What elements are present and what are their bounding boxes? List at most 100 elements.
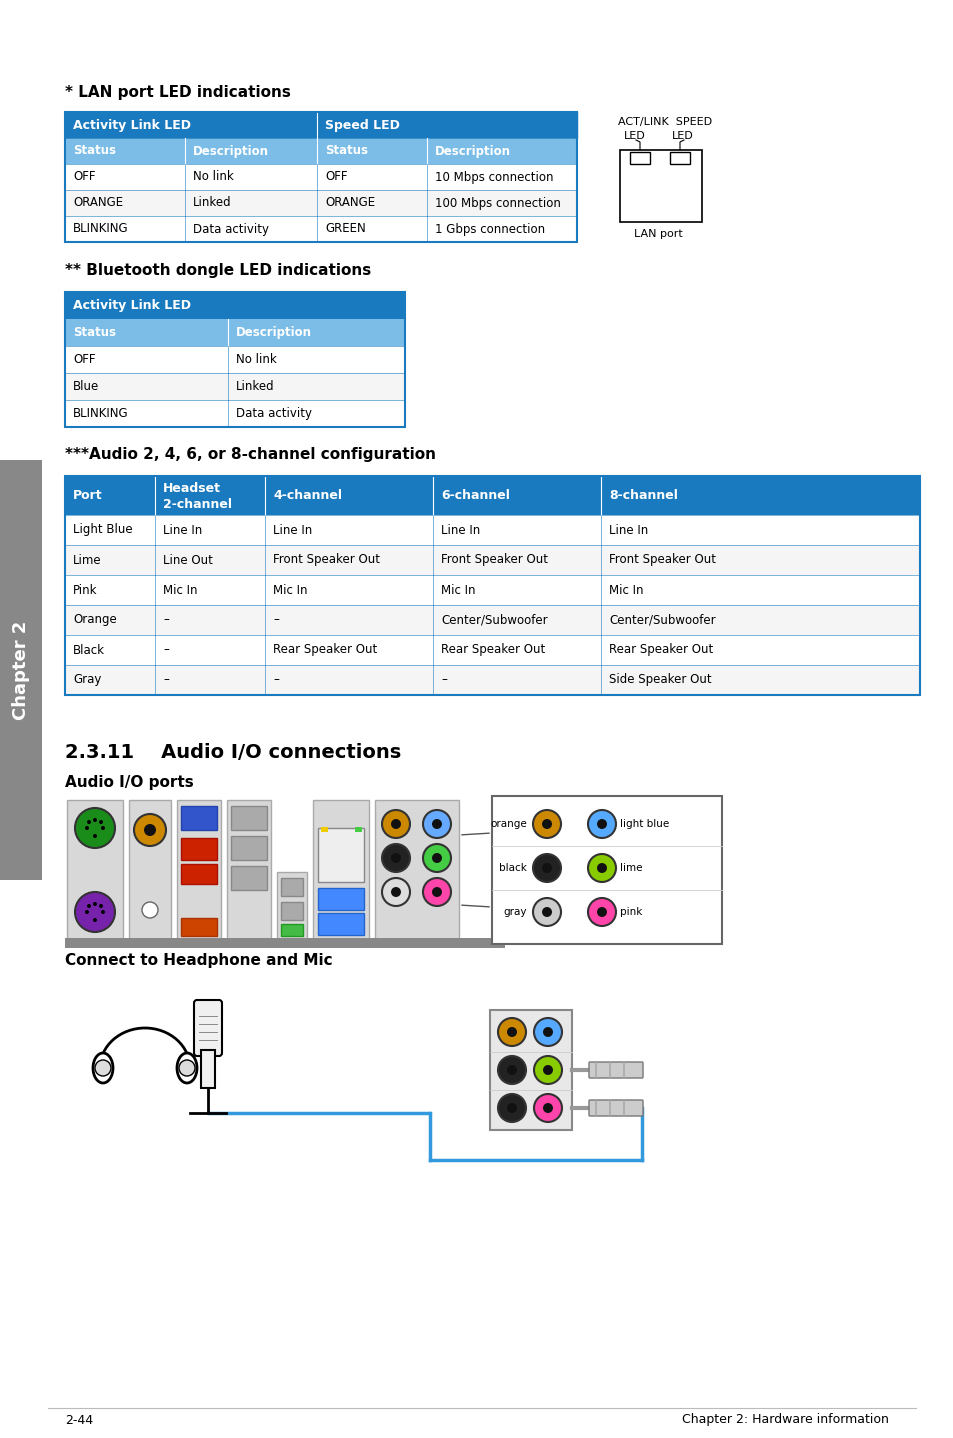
Circle shape <box>92 902 97 906</box>
Text: * LAN port LED indications: * LAN port LED indications <box>65 85 291 99</box>
Text: gray: gray <box>503 907 526 917</box>
Bar <box>65 545 919 575</box>
Bar <box>492 797 721 943</box>
Circle shape <box>587 897 616 926</box>
Bar <box>65 372 405 400</box>
Circle shape <box>597 820 606 828</box>
Text: 6-channel: 6-channel <box>440 489 509 502</box>
Circle shape <box>133 814 166 846</box>
Text: Description: Description <box>193 144 269 158</box>
Text: Linked: Linked <box>193 197 232 210</box>
Circle shape <box>391 820 400 828</box>
FancyBboxPatch shape <box>588 1063 642 1078</box>
Text: Data activity: Data activity <box>193 223 269 236</box>
Text: –: – <box>163 643 169 657</box>
Ellipse shape <box>92 1053 112 1083</box>
Bar <box>65 515 919 545</box>
Text: Pink: Pink <box>73 584 97 597</box>
Text: –: – <box>163 614 169 627</box>
Text: 10 Mbps connection: 10 Mbps connection <box>435 171 553 184</box>
Circle shape <box>587 810 616 838</box>
Circle shape <box>92 834 97 838</box>
Text: pink: pink <box>619 907 641 917</box>
Text: Lime: Lime <box>73 554 102 567</box>
Circle shape <box>95 1060 111 1076</box>
Bar <box>65 636 919 664</box>
Bar <box>65 190 577 216</box>
Text: Light Blue: Light Blue <box>73 523 132 536</box>
Bar <box>67 800 123 940</box>
Text: Front Speaker Out: Front Speaker Out <box>273 554 379 567</box>
Circle shape <box>533 854 560 881</box>
Text: Mic In: Mic In <box>440 584 475 597</box>
Circle shape <box>534 1018 561 1045</box>
Bar <box>276 871 307 940</box>
Circle shape <box>541 820 552 828</box>
Text: Chapter 2: Hardware information: Chapter 2: Hardware information <box>681 1414 888 1426</box>
Circle shape <box>391 887 400 897</box>
Text: Side Speaker Out: Side Speaker Out <box>608 673 711 686</box>
Circle shape <box>506 1103 517 1113</box>
Text: ORANGE: ORANGE <box>325 197 375 210</box>
Text: Chapter 2: Chapter 2 <box>12 620 30 719</box>
Bar <box>355 827 361 833</box>
Circle shape <box>533 810 560 838</box>
Circle shape <box>597 863 606 873</box>
Text: BLINKING: BLINKING <box>73 407 129 420</box>
Circle shape <box>99 820 103 824</box>
Bar <box>201 1050 214 1089</box>
Circle shape <box>92 818 97 823</box>
Bar <box>231 866 267 890</box>
Bar <box>65 112 577 138</box>
Text: Port: Port <box>73 489 103 502</box>
Bar <box>65 164 577 190</box>
Text: orange: orange <box>490 820 526 828</box>
Bar <box>65 372 405 400</box>
Bar <box>619 150 701 221</box>
Text: 100 Mbps connection: 100 Mbps connection <box>435 197 560 210</box>
Bar <box>181 864 216 884</box>
FancyBboxPatch shape <box>193 999 222 1055</box>
Bar <box>181 807 216 830</box>
Bar <box>65 190 577 216</box>
Text: Activity Link LED: Activity Link LED <box>73 118 191 131</box>
Text: Data activity: Data activity <box>235 407 312 420</box>
Bar <box>65 400 405 427</box>
Bar <box>65 216 577 242</box>
Text: OFF: OFF <box>325 171 347 184</box>
Text: Status: Status <box>325 144 368 158</box>
Text: LED: LED <box>623 131 645 141</box>
Circle shape <box>75 892 115 932</box>
Text: 1 Gbps connection: 1 Gbps connection <box>435 223 544 236</box>
Text: Line Out: Line Out <box>163 554 213 567</box>
Text: Activity Link LED: Activity Link LED <box>73 299 191 312</box>
Bar <box>65 292 405 427</box>
Circle shape <box>506 1027 517 1037</box>
Text: LED: LED <box>671 131 693 141</box>
Text: black: black <box>498 863 526 873</box>
Text: 8-channel: 8-channel <box>608 489 678 502</box>
Bar <box>65 164 577 190</box>
Circle shape <box>179 1060 194 1076</box>
Bar <box>129 800 171 940</box>
FancyBboxPatch shape <box>588 1100 642 1116</box>
Text: Rear Speaker Out: Rear Speaker Out <box>608 643 713 657</box>
Text: No link: No link <box>235 352 276 367</box>
Circle shape <box>533 897 560 926</box>
Circle shape <box>142 902 158 917</box>
Text: 4-channel: 4-channel <box>273 489 341 502</box>
Bar <box>320 827 328 833</box>
Text: Line In: Line In <box>440 523 479 536</box>
Circle shape <box>75 808 115 848</box>
Text: –: – <box>163 673 169 686</box>
Text: Linked: Linked <box>235 380 274 393</box>
Circle shape <box>497 1018 525 1045</box>
Text: Audio I/O ports: Audio I/O ports <box>65 775 193 789</box>
Text: ***Audio 2, 4, 6, or 8-channel configuration: ***Audio 2, 4, 6, or 8-channel configura… <box>65 447 436 463</box>
Text: Line In: Line In <box>608 523 648 536</box>
Bar <box>281 925 303 936</box>
Text: Center/Subwoofer: Center/Subwoofer <box>440 614 547 627</box>
Circle shape <box>542 1027 553 1037</box>
Text: –: – <box>440 673 446 686</box>
Text: Connect to Headphone and Mic: Connect to Headphone and Mic <box>65 952 333 968</box>
